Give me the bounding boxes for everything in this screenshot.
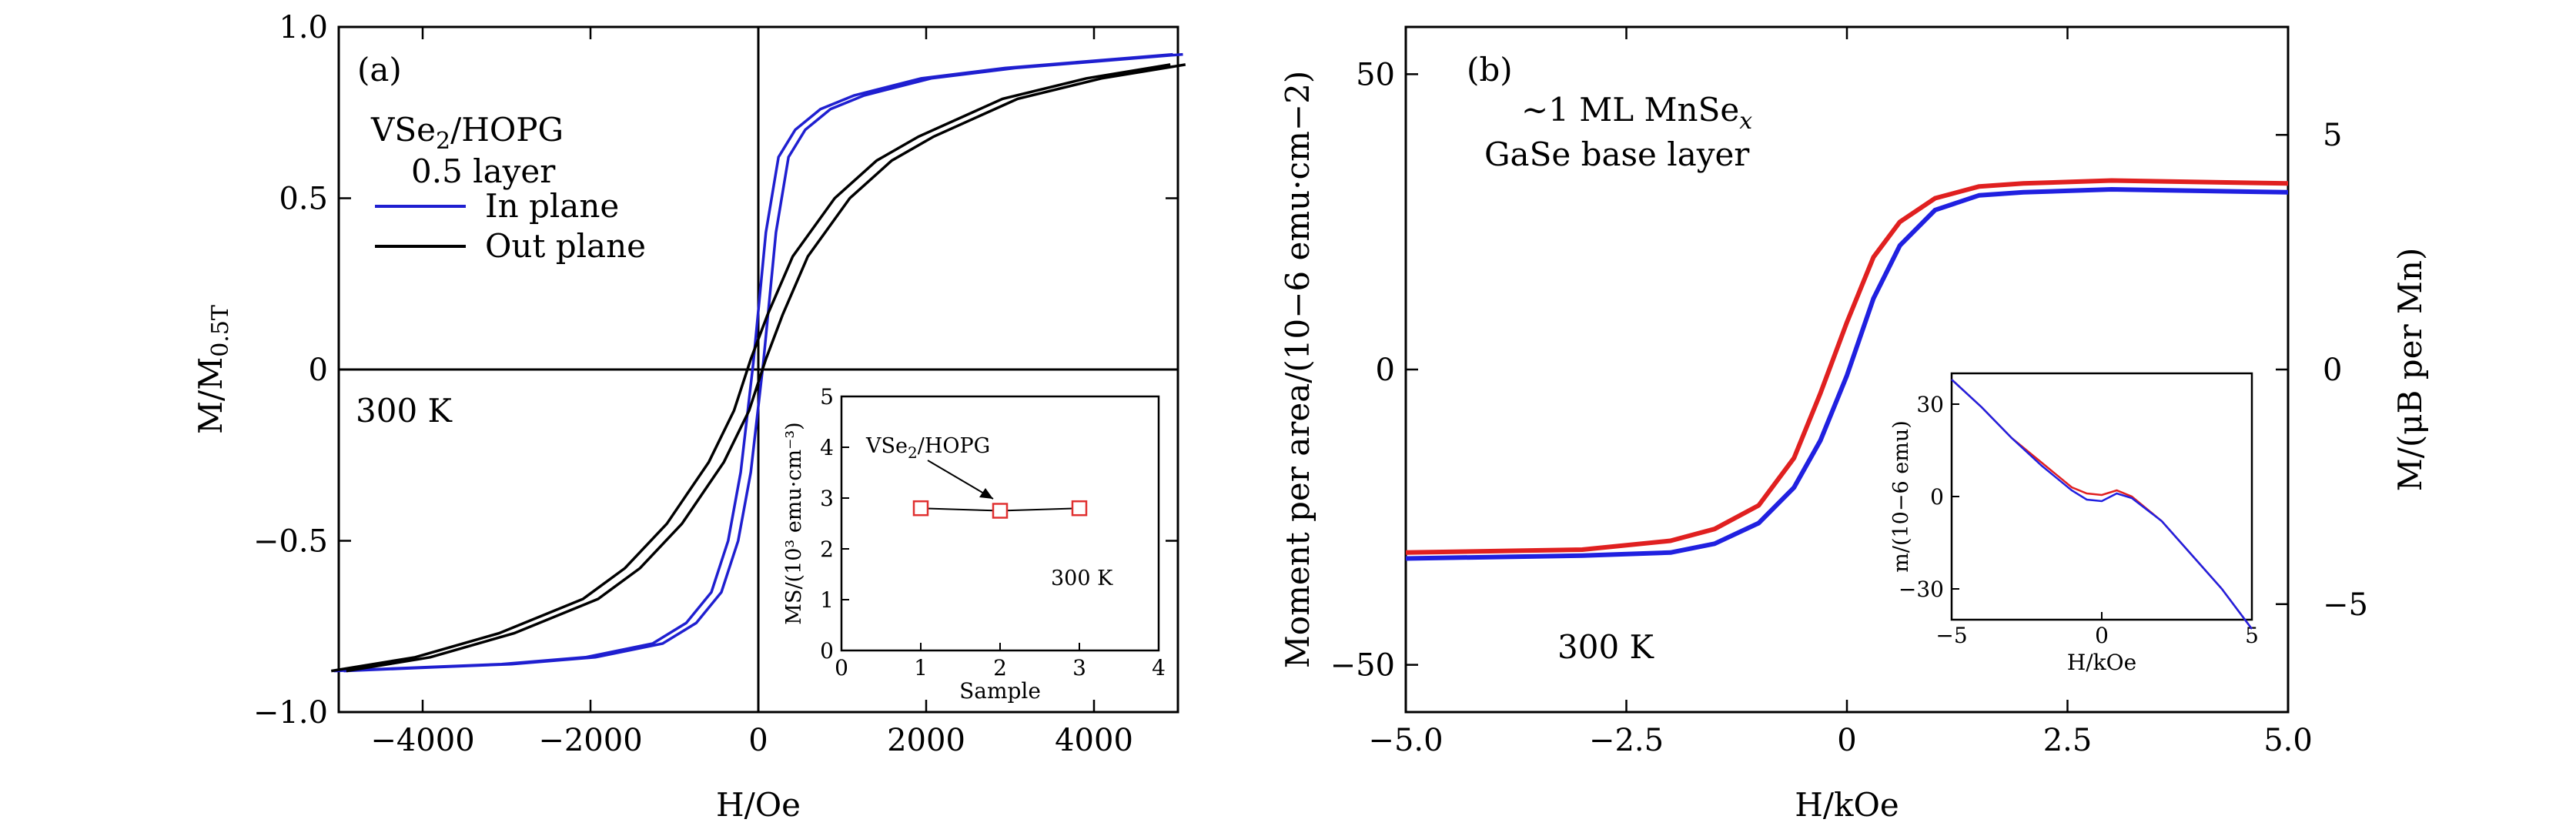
panel-a-chart: (a) VSe2/HOPG 0.5 layer 300 K In planeOu…	[192, 10, 1186, 824]
panel-a-series-out-plane-return-line	[330, 63, 1171, 673]
panel-a-inset-y-tick-label: 2	[820, 537, 834, 562]
panel-a-y-tick-label: −0.5	[253, 524, 328, 560]
panel-a-inset-y-axis-label: MS/(10³ emu·cm⁻³)	[782, 422, 806, 624]
panel-b-y2-axis-label: M/(μB per Mn)	[2391, 248, 2429, 492]
panel-a-temperature-label: 300 K	[356, 392, 453, 430]
panel-a-inset-y-tick-label: 4	[820, 435, 834, 460]
panel-a-y-axis-label-text-part: 0.5T	[207, 305, 234, 357]
panel-a-legend-label: Out plane	[485, 227, 646, 265]
panel-a-label: (a)	[357, 51, 402, 89]
panel-b-inset-y-axis-label: m/(10−6 emu)	[1889, 420, 1913, 572]
panel-a-inset-y-tick-label: 5	[820, 384, 834, 410]
panel-b-temperature-label: 300 K	[1557, 628, 1655, 666]
panel-a-inset-temperature: 300 K	[1051, 567, 1113, 590]
panel-a-y-axis-label: M/M0.5T	[192, 305, 234, 434]
panel-a-coverage-label: 0.5 layer	[411, 152, 556, 190]
panel-b-material-text: ~1 ML MnSe	[1521, 91, 1739, 129]
panel-a-inset-marker	[1071, 500, 1088, 517]
panel-b-inset-series-blue-line	[1951, 379, 2253, 630]
panel-a-inset-y-tick-label: 0	[820, 638, 834, 664]
panel-a-sample-text-suffix: /HOPG	[450, 111, 564, 149]
panel-a-inset-y-tick-label: 3	[820, 486, 834, 511]
panel-a-sample-text: VSe	[370, 111, 436, 149]
panel-b-chart: (b) ~1 ML MnSex GaSe base layer 300 K −5…	[1279, 25, 2429, 824]
panel-a-y-tick-label: 0	[309, 353, 328, 388]
panel-b-inset-x-tick-label: 0	[2095, 623, 2109, 648]
panel-b-series-blue-line	[1405, 187, 2289, 561]
panel-b-inset-y-tick-label: 0	[1930, 484, 1944, 510]
panel-b-x-tick-label: 0	[1837, 723, 1856, 758]
panel-a-inset-arrowhead	[979, 488, 993, 499]
panel-a-inset-arrow	[927, 460, 994, 500]
panel-b-y-axis-label: Moment per area/(10−6 emu·cm−2)	[1279, 71, 1316, 668]
panel-a-x-tick-label: 2000	[887, 723, 965, 758]
panel-a-inset-frame	[840, 395, 1160, 652]
panel-a-legend-label: In plane	[485, 187, 619, 225]
panel-b-y-tick-label: −50	[1330, 648, 1395, 684]
panel-b-inset-y-tick-label: −30	[1899, 577, 1944, 602]
panel-a-x-tick-label: −2000	[538, 723, 642, 758]
panel-a-series-out-plane-line	[346, 63, 1186, 673]
panel-a-y-axis-label-text: M/M	[192, 357, 229, 434]
panel-a-inset-x-tick-label: 1	[914, 655, 928, 681]
panel-b-inset-x-tick-label: 5	[2245, 623, 2259, 648]
panel-b-material-subscript: x	[1739, 108, 1752, 135]
panel-a-series-in-plane-return-line	[333, 52, 1173, 673]
panel-a-inset-x-tick-label: 4	[1152, 655, 1166, 681]
panel-a-inset-x-tick-label: 3	[1072, 655, 1086, 681]
panel-a-x-tick-label: 0	[748, 723, 768, 758]
panel-b-y-tick-label: 0	[1376, 353, 1395, 388]
panel-a-inset-x-tick-label: 2	[993, 655, 1007, 681]
panel-b-x-tick-label: −2.5	[1589, 723, 1664, 758]
panel-a-inset-annotation: VSe2/HOPG	[865, 434, 990, 462]
panel-a-inset-x-axis-label: Sample	[959, 678, 1041, 704]
panel-a-sample-label: VSe2/HOPG	[370, 111, 564, 155]
panel-a-inset-y-tick-label: 1	[820, 587, 834, 613]
panel-a-x-axis-label: H/Oe	[716, 786, 801, 824]
panel-b-series-red-line	[1405, 178, 2289, 555]
panel-a-y-tick-label: 1.0	[279, 10, 328, 45]
panel-a-sample-text-part: 2	[436, 128, 450, 155]
panel-a-inset-annotation-suffix: /HOPG	[918, 434, 991, 458]
panel-a-x-tick-label: 4000	[1055, 723, 1133, 758]
panel-b-base-layer-label: GaSe base layer	[1484, 135, 1750, 173]
panel-a-x-tick-label: −4000	[370, 723, 474, 758]
panel-a-inset-annotation-text: VSe	[865, 434, 908, 458]
panel-b-y2-tick-label: −5	[2323, 587, 2368, 623]
panel-b-x-axis-label: H/kOe	[1795, 786, 1899, 824]
panel-b-x-tick-label: 2.5	[2043, 723, 2093, 758]
panel-b-label: (b)	[1467, 51, 1513, 89]
panel-a-y-tick-label: −1.0	[253, 695, 328, 731]
panel-a-inset-annotation-text-part: 2	[908, 443, 918, 462]
panel-b-inset-frame	[1950, 372, 2253, 621]
panel-b-x-tick-label: 5.0	[2263, 723, 2313, 758]
panel-a-inset-marker	[992, 503, 1009, 519]
panel-b-inset-x-tick-label: −5	[1935, 623, 1967, 648]
panel-b-inset-y-tick-label: 30	[1916, 392, 1944, 417]
panel-a-y-tick-label: 0.5	[279, 182, 328, 217]
panel-b-y-tick-label: 50	[1356, 57, 1395, 92]
panel-a-inset-x-tick-label: 0	[835, 655, 848, 681]
panel-b-y2-tick-label: 0	[2323, 353, 2342, 388]
panel-b-inset-x-axis-label: H/kOe	[2067, 650, 2136, 675]
panel-b-material-label: ~1 ML MnSex	[1521, 91, 1752, 135]
panel-b-y2-tick-label: 5	[2323, 118, 2342, 153]
panel-a-inset-marker	[912, 500, 929, 517]
panel-b-x-tick-label: −5.0	[1368, 723, 1443, 758]
